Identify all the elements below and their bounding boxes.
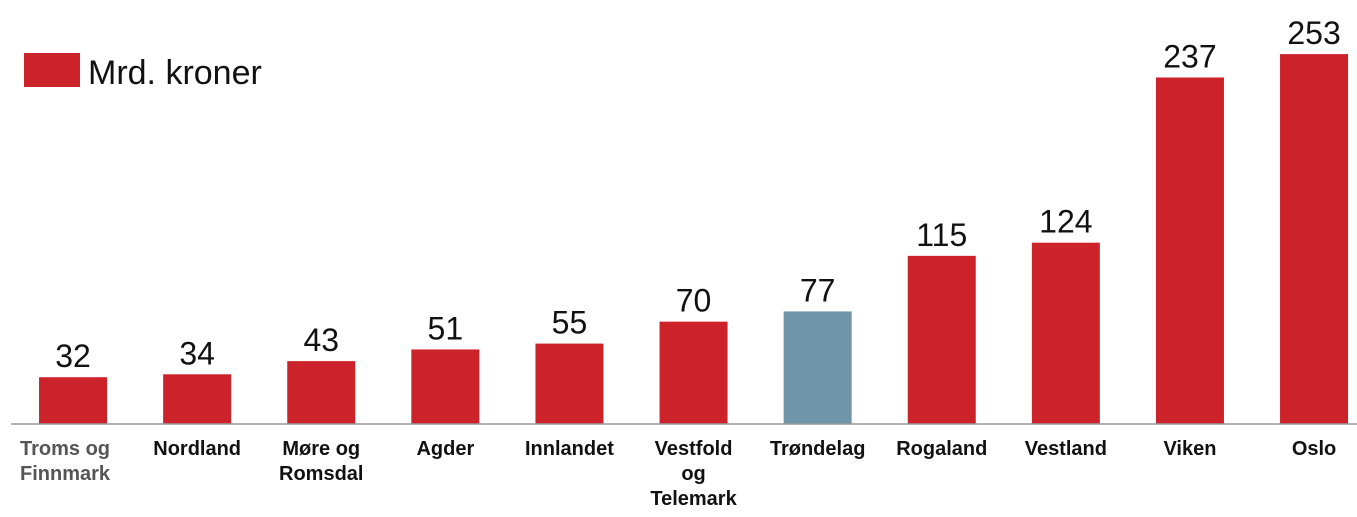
- x-tick-label: Viken: [1163, 438, 1217, 460]
- legend-swatch: [24, 53, 80, 87]
- x-tick-label: Møre og Romsdal: [279, 438, 364, 485]
- value-label: 32: [55, 338, 91, 374]
- bar: [1280, 54, 1349, 424]
- x-tick-label: Oslo: [1291, 438, 1337, 460]
- legend-label: Mrd. kroner: [88, 54, 262, 92]
- value-label: 237: [1163, 38, 1216, 74]
- value-label: 34: [179, 335, 215, 371]
- x-tick-label: Trøndelag: [769, 438, 866, 460]
- x-tick-label: Vestfold og Telemark: [650, 438, 737, 510]
- bar: [411, 349, 480, 424]
- bar: [163, 374, 232, 424]
- bar: [39, 377, 108, 424]
- bar: [535, 343, 604, 424]
- value-label: 43: [303, 322, 339, 358]
- bar: [659, 321, 728, 424]
- bar: [907, 255, 976, 424]
- bar: [1155, 77, 1224, 424]
- x-tick-label: Vestland: [1024, 438, 1107, 460]
- bar: [287, 361, 356, 424]
- value-label: 70: [676, 283, 712, 319]
- value-label: 253: [1287, 15, 1340, 51]
- value-label: 77: [800, 272, 836, 308]
- value-label: 55: [552, 305, 588, 341]
- bar: [783, 311, 852, 424]
- value-label: 51: [428, 310, 464, 346]
- value-label: 115: [916, 217, 967, 253]
- x-tick-label: Troms og Finnmark: [20, 438, 111, 485]
- bar: [1031, 242, 1100, 424]
- x-tick-label: Rogaland: [896, 438, 988, 460]
- value-label: 124: [1039, 204, 1092, 240]
- x-tick-label: Nordland: [153, 438, 242, 460]
- x-tick-label: Innlandet: [524, 438, 614, 460]
- x-tick-label: Agder: [416, 438, 475, 460]
